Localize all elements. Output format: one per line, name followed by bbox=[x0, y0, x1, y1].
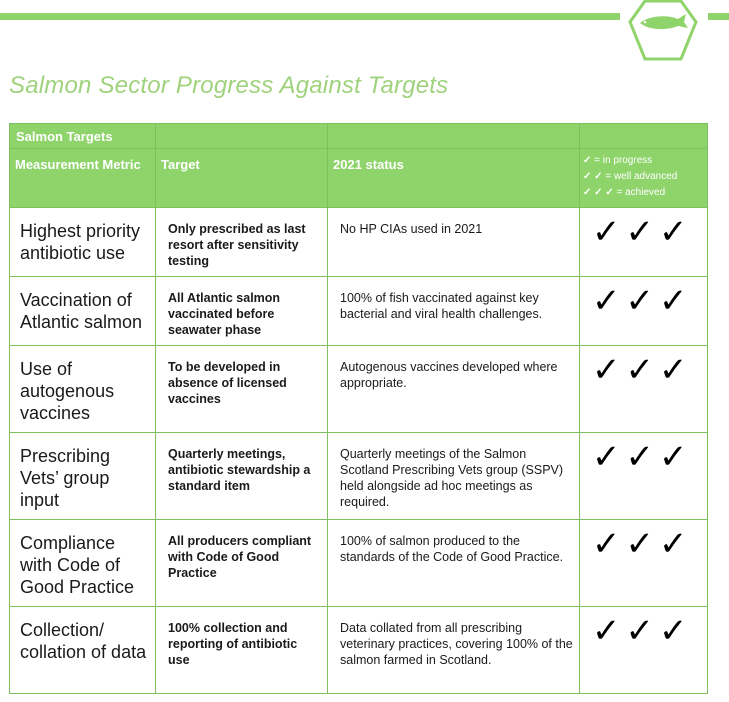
group-header-cell: Salmon Targets bbox=[9, 123, 156, 149]
table-group-header-row: Salmon Targets bbox=[9, 123, 708, 149]
table-row: Collection/ collation of data 100% colle… bbox=[9, 606, 708, 694]
check-icon: ✓ bbox=[583, 155, 592, 166]
col-header-status: 2021 status bbox=[333, 157, 404, 172]
table-row: Compliance with Code of Good Practice Al… bbox=[9, 519, 708, 607]
check-icon: ✓✓✓ bbox=[592, 612, 693, 650]
table-row: Prescribing Vets’ group input Quarterly … bbox=[9, 432, 708, 520]
row-status: Quarterly meetings of the Salmon Scotlan… bbox=[340, 447, 564, 509]
legend-achieved: ✓ ✓ ✓ = achieved bbox=[583, 187, 666, 198]
row-status: No HP CIAs used in 2021 bbox=[340, 222, 483, 236]
legend-well-advanced: ✓ ✓ = well advanced bbox=[583, 171, 678, 182]
check-icon: ✓ ✓ bbox=[583, 171, 603, 182]
col-header-metric: Measurement Metric bbox=[15, 157, 141, 172]
check-icon: ✓✓✓ bbox=[592, 282, 693, 320]
row-status: 100% of fish vaccinated against key bact… bbox=[340, 291, 543, 321]
page-title: Salmon Sector Progress Against Targets bbox=[9, 72, 449, 99]
check-icon: ✓ ✓ ✓ bbox=[583, 187, 614, 198]
row-metric: Collection/ collation of data bbox=[20, 620, 147, 662]
row-target: Only prescribed as last resort after sen… bbox=[168, 222, 306, 268]
row-target: 100% collection and reporting of antibio… bbox=[168, 621, 298, 667]
row-metric: Prescribing Vets’ group input bbox=[20, 446, 111, 510]
tick-legend: ✓ = in progress ✓ ✓ = well advanced ✓ ✓ … bbox=[580, 149, 707, 201]
row-metric: Vaccination of Atlantic salmon bbox=[20, 290, 143, 332]
top-accent-bar-right bbox=[708, 13, 729, 20]
check-icon: ✓✓✓ bbox=[592, 438, 693, 476]
col-header-target: Target bbox=[161, 157, 200, 172]
row-status: 100% of salmon produced to the standards… bbox=[340, 534, 564, 564]
group-header-label: Salmon Targets bbox=[16, 129, 113, 144]
row-metric: Compliance with Code of Good Practice bbox=[20, 533, 135, 597]
row-metric: Use of autogenous vaccines bbox=[20, 359, 115, 423]
row-target: All Atlantic salmon vaccinated before se… bbox=[168, 291, 281, 337]
check-icon: ✓✓✓ bbox=[592, 525, 693, 563]
row-status: Autogenous vaccines developed where appr… bbox=[340, 360, 558, 390]
table-row: Vaccination of Atlantic salmon All Atlan… bbox=[9, 276, 708, 346]
check-icon: ✓✓✓ bbox=[592, 213, 693, 251]
row-target: Quarterly meetings, antibiotic stewardsh… bbox=[168, 447, 311, 493]
legend-in-progress: ✓ = in progress bbox=[583, 155, 653, 166]
check-icon: ✓✓✓ bbox=[592, 351, 693, 389]
table-row: Use of autogenous vaccines To be develop… bbox=[9, 345, 708, 433]
table-row: Highest priority antibiotic use Only pre… bbox=[9, 207, 708, 277]
table-column-header-row: Measurement Metric Target 2021 status ✓ … bbox=[9, 148, 708, 208]
row-target: All producers compliant with Code of Goo… bbox=[168, 534, 312, 580]
top-accent-bar bbox=[0, 13, 620, 20]
row-status: Data collated from all prescribing veter… bbox=[340, 621, 573, 667]
row-metric: Highest priority antibiotic use bbox=[20, 221, 141, 263]
salmon-fish-icon bbox=[628, 0, 698, 61]
targets-table: Salmon Targets Measurement Metric Target… bbox=[9, 123, 708, 694]
row-target: To be developed in absence of licensed v… bbox=[168, 360, 287, 406]
